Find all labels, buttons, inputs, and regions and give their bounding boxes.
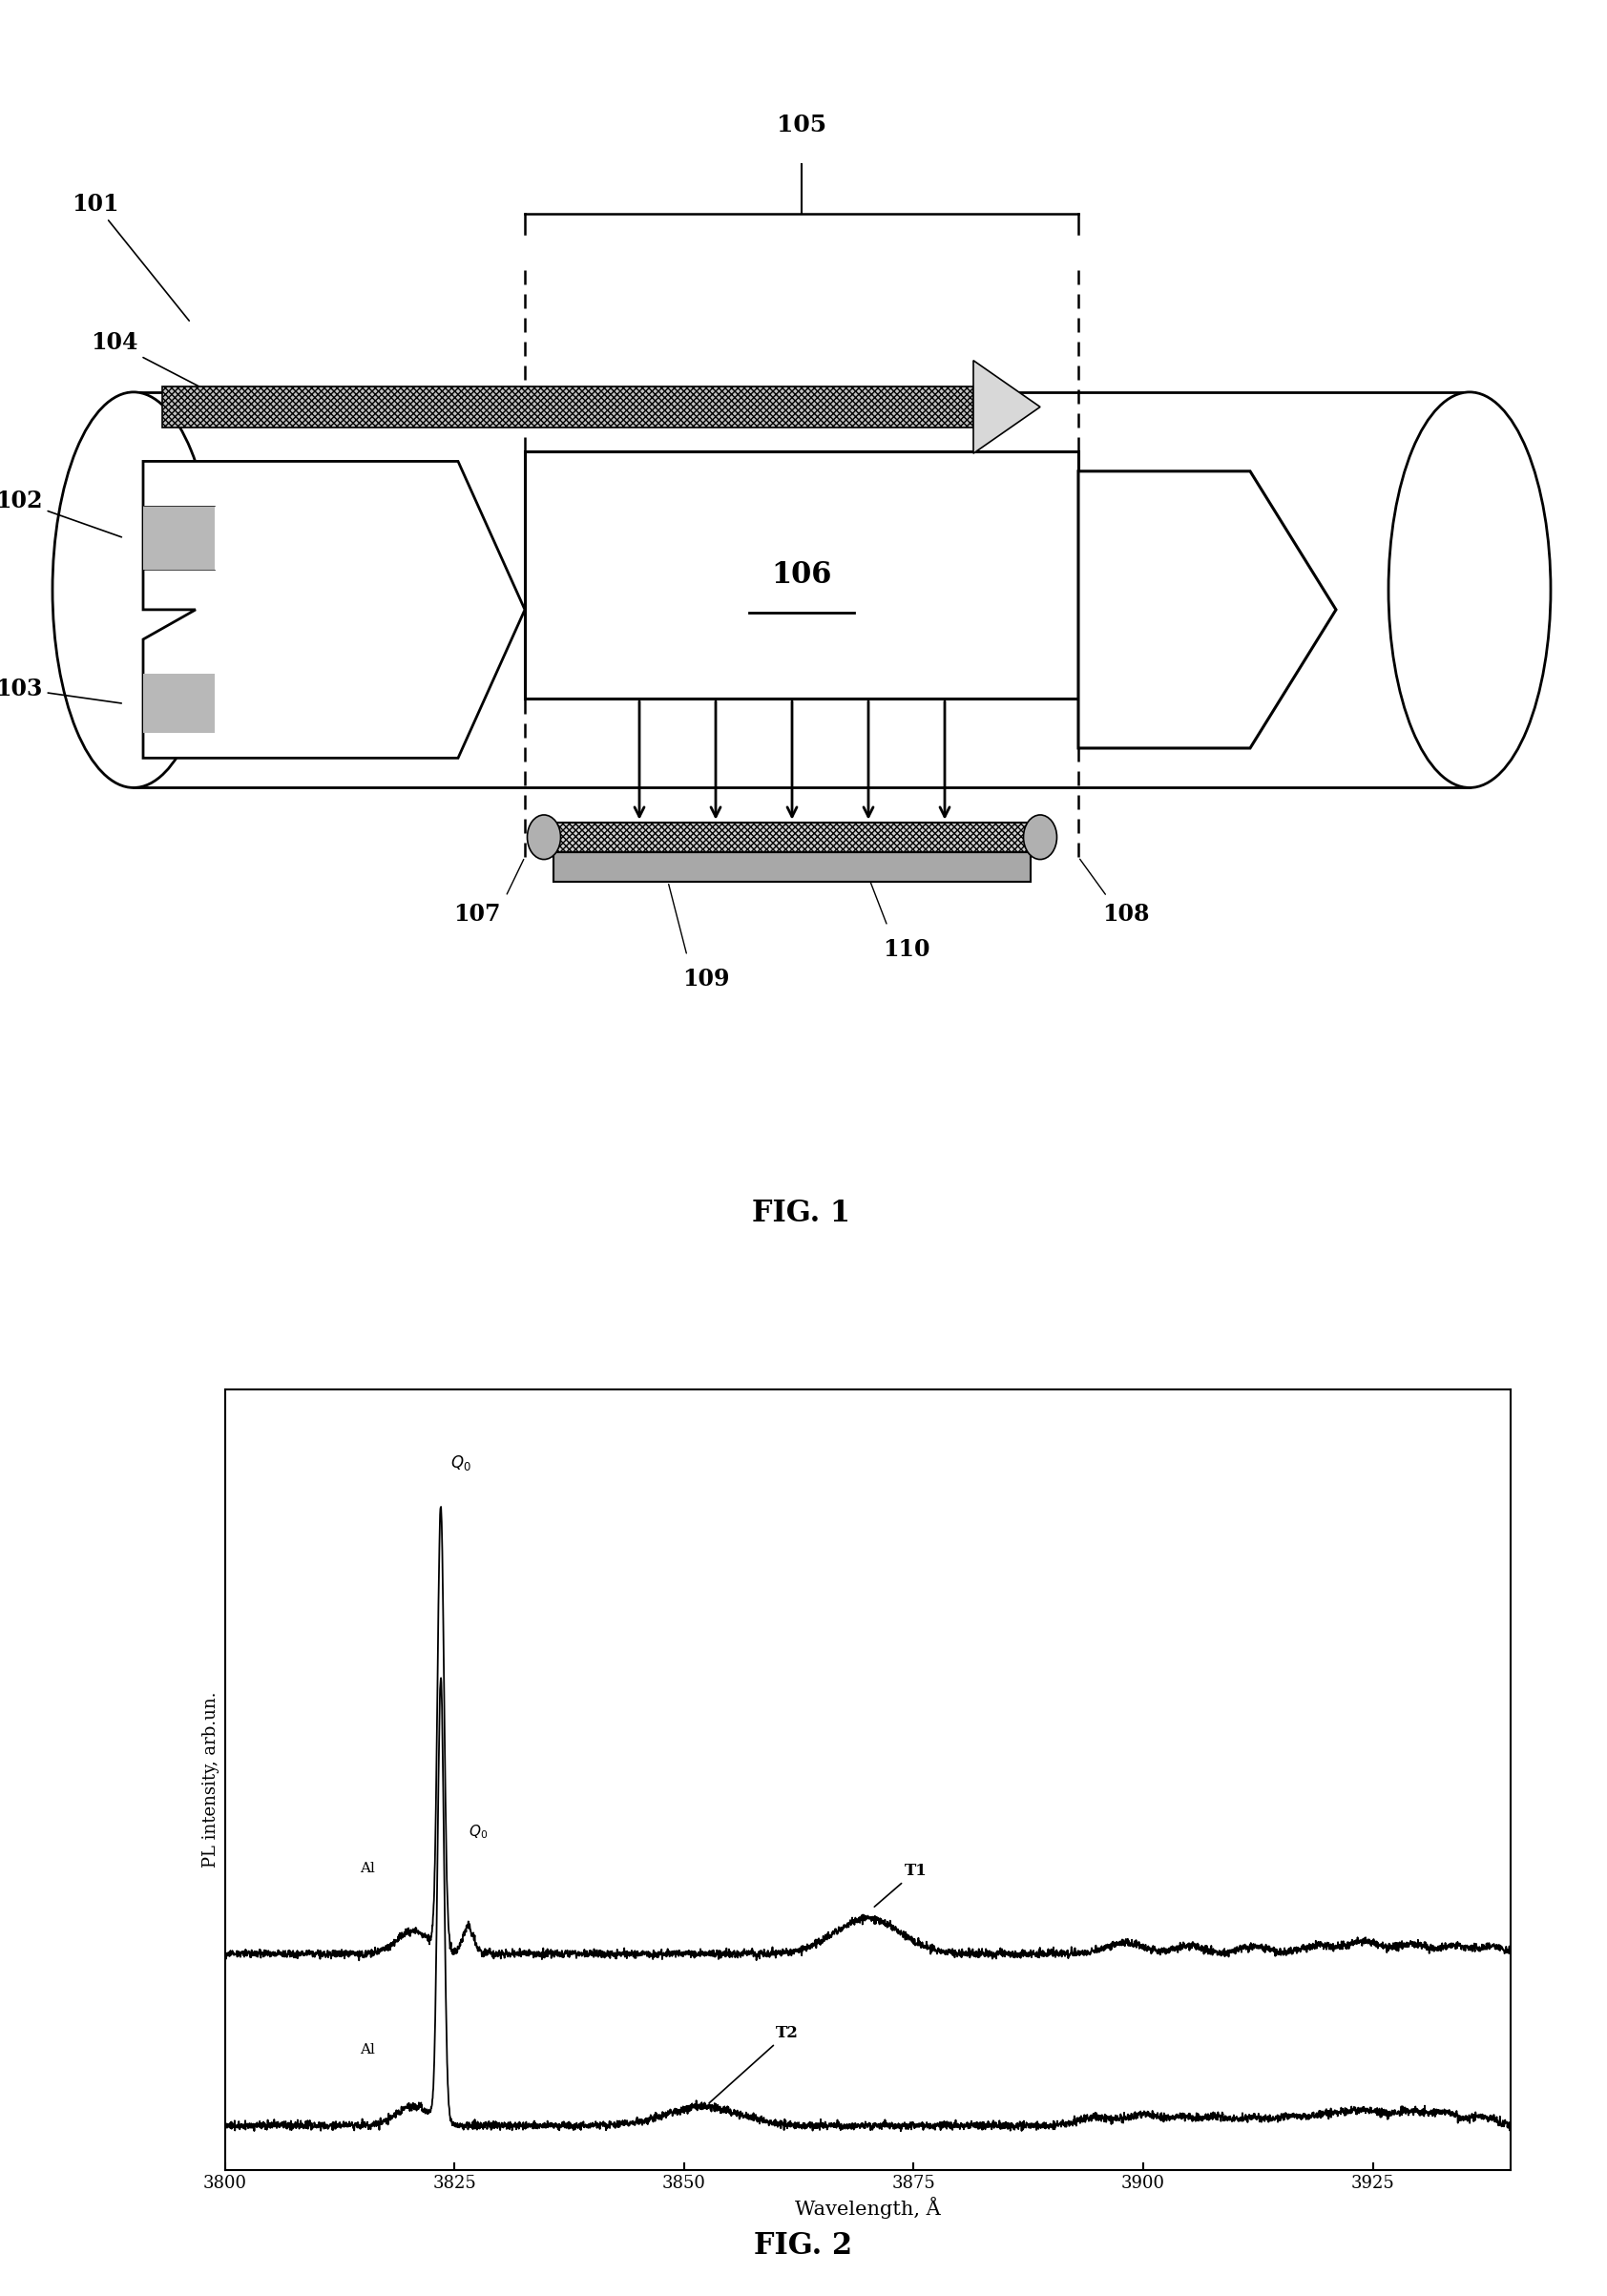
Text: T2: T2 [709,2025,799,2103]
Bar [162,386,974,427]
Text: 108: 108 [1102,902,1149,925]
Text: $Q_0$: $Q_0$ [450,1453,471,1472]
Bar [553,852,1030,882]
Text: 104: 104 [92,331,236,406]
Ellipse shape [1388,393,1551,788]
Bar [133,393,1469,788]
Text: 106: 106 [771,560,832,590]
Text: FIG. 1: FIG. 1 [752,1199,850,1228]
Ellipse shape [53,393,215,788]
Text: 107: 107 [453,902,501,925]
Text: 109: 109 [683,967,730,990]
Bar [143,505,215,569]
Polygon shape [143,461,525,758]
Text: 101: 101 [72,193,190,321]
Bar [525,452,1078,698]
Ellipse shape [527,815,561,859]
Text: 105: 105 [776,113,826,135]
Bar [553,822,1030,852]
Text: 103: 103 [0,677,122,703]
Text: Al: Al [360,1862,374,1876]
Bar [143,675,215,732]
Text: 110: 110 [882,937,930,960]
X-axis label: Wavelength, Å: Wavelength, Å [795,2197,940,2218]
Text: FIG. 2: FIG. 2 [754,2232,853,2259]
Text: $Q_0$: $Q_0$ [468,1823,487,1841]
Text: 102: 102 [0,489,122,537]
Ellipse shape [1024,815,1057,859]
Polygon shape [974,360,1040,452]
Y-axis label: PL intensity, arb.un.: PL intensity, arb.un. [202,1692,220,1867]
Text: T1: T1 [874,1862,927,1906]
Polygon shape [1078,471,1335,748]
Text: Al: Al [360,2043,374,2057]
